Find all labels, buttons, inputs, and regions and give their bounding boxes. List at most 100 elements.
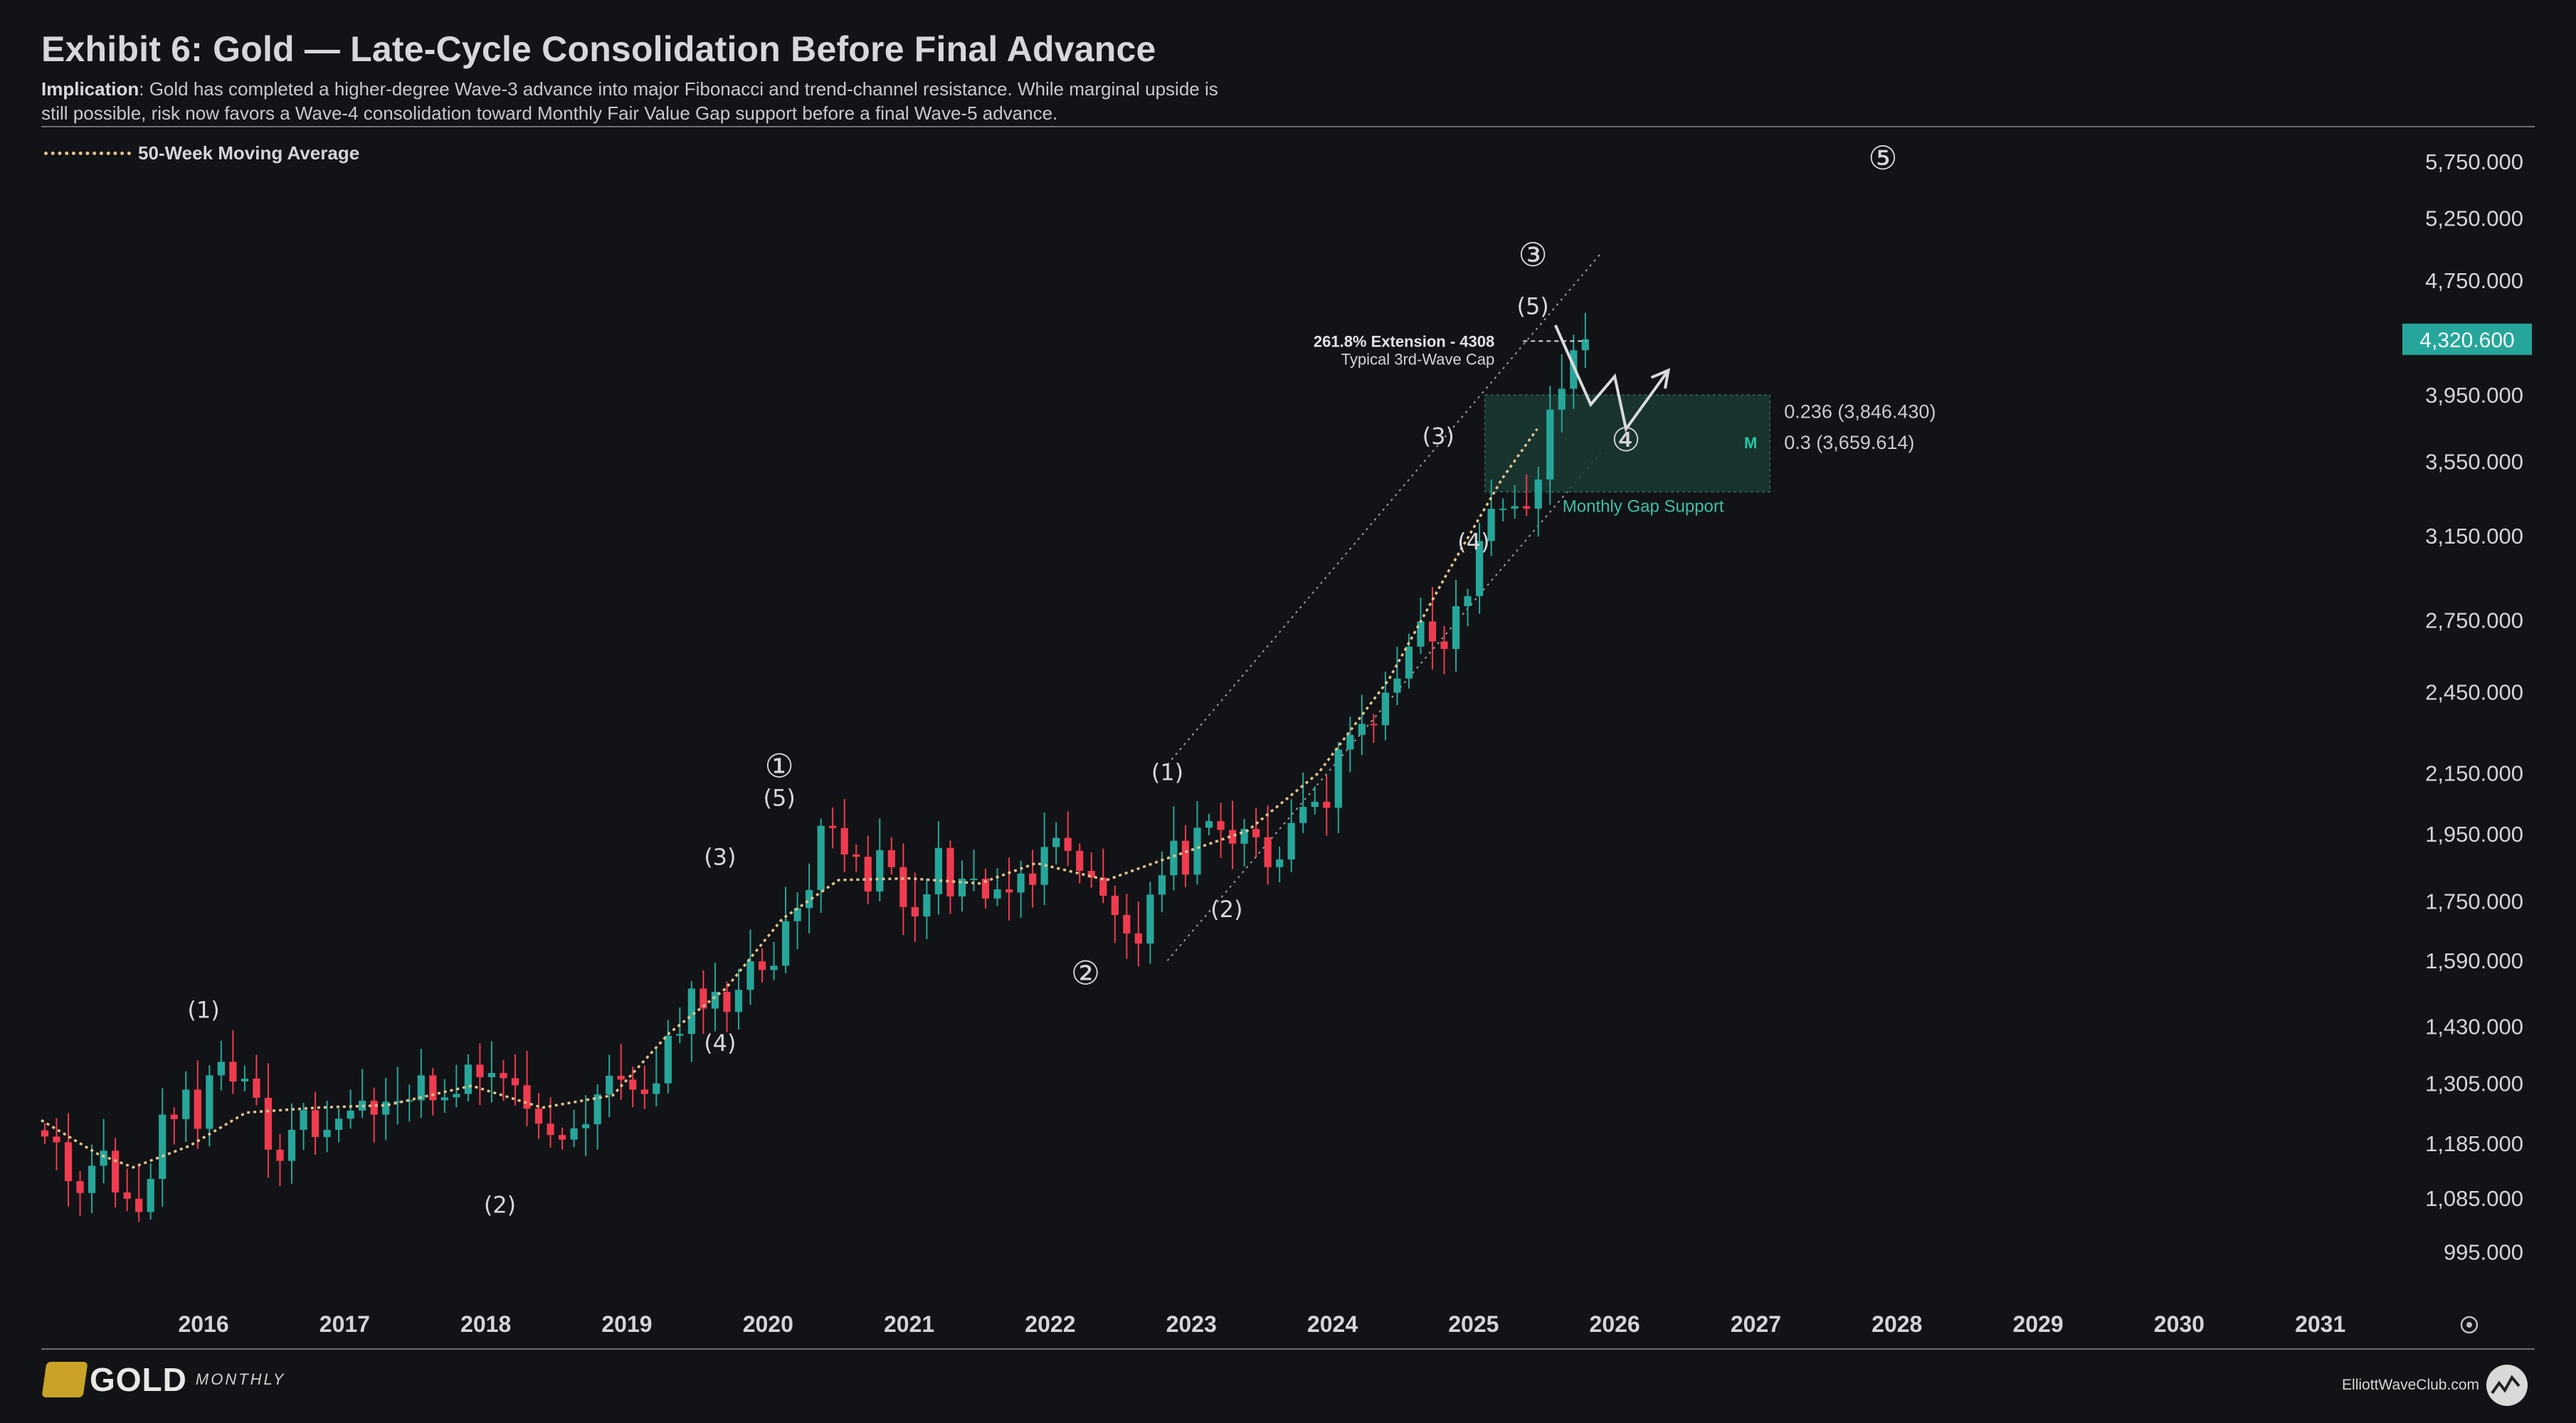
- fib-level-label: 0.236 (3,846.430): [1784, 401, 1936, 422]
- candle-body: [676, 1034, 684, 1036]
- candle-body: [41, 1130, 49, 1137]
- candle-body: [852, 854, 860, 857]
- x-tick-label: 2027: [1731, 1311, 1781, 1337]
- candle-body: [653, 1083, 660, 1094]
- candle-body: [100, 1150, 107, 1166]
- y-tick-label: 1,305.000: [2425, 1072, 2523, 1096]
- y-tick-label: 995.000: [2444, 1240, 2523, 1265]
- candle-body: [394, 1101, 401, 1103]
- candle-body: [770, 966, 778, 970]
- candle-body: [206, 1075, 213, 1129]
- y-tick-label: 1,950.000: [2425, 822, 2523, 847]
- candle-body: [194, 1089, 201, 1129]
- candle-body: [1452, 606, 1460, 650]
- x-tick-label: 2031: [2295, 1311, 2345, 1337]
- y-tick-label: 1,185.000: [2425, 1131, 2523, 1156]
- candle-body: [629, 1079, 637, 1090]
- legend: 50-Week Moving Average: [44, 142, 359, 164]
- candle-body: [382, 1101, 390, 1115]
- wave-label: ①: [765, 747, 794, 785]
- footer-brand: ElliottWaveClub.com: [2342, 1365, 2528, 1406]
- candle-body: [487, 1073, 496, 1077]
- candle-body: [300, 1110, 307, 1130]
- candle-body: [1158, 875, 1166, 895]
- candle-body: [746, 961, 754, 990]
- candle-body: [911, 906, 919, 917]
- wave-label: (4): [704, 1030, 736, 1057]
- wave-label: (1): [187, 997, 219, 1024]
- candle-body: [1358, 724, 1366, 735]
- candle-body: [534, 1109, 543, 1124]
- candle-body: [734, 990, 743, 1012]
- candle-body: [159, 1114, 167, 1179]
- candle-body: [511, 1078, 519, 1086]
- monthly-gap-zone: [1484, 394, 1771, 493]
- x-tick-label: 2021: [884, 1311, 934, 1337]
- x-tick-label: 2022: [1025, 1311, 1075, 1337]
- wave-label: (5): [763, 784, 795, 811]
- candle-body: [829, 825, 837, 828]
- candle-body: [570, 1128, 578, 1140]
- candle-body: [334, 1118, 343, 1130]
- candle-body: [840, 827, 848, 855]
- last-price-tag: [2402, 323, 2532, 355]
- candle-body: [606, 1076, 613, 1095]
- channel-upper-line: [1166, 253, 1602, 766]
- y-tick-label: 2,750.000: [2425, 608, 2523, 633]
- candle-body: [547, 1123, 554, 1136]
- candle-body: [1534, 479, 1542, 509]
- legend-ma-label: 50-Week Moving Average: [138, 142, 360, 164]
- candle-body: [1217, 821, 1225, 830]
- settings-icon: [2460, 1316, 2479, 1334]
- wave-label: (2): [484, 1191, 516, 1218]
- candle-body: [53, 1136, 60, 1143]
- candle-body: [500, 1073, 507, 1079]
- candle-body: [311, 1110, 320, 1138]
- candle-body: [1076, 850, 1084, 871]
- extension-label: 261.8% Extension - 4308: [1314, 332, 1494, 350]
- candle-body: [1417, 621, 1425, 647]
- candle-body: [453, 1094, 460, 1098]
- y-tick-label: 1,590.000: [2425, 948, 2523, 973]
- candle-body: [323, 1129, 331, 1138]
- candle-body: [1087, 870, 1095, 878]
- y-tick-label: 3,950.000: [2425, 383, 2523, 408]
- candle-body: [1064, 837, 1072, 851]
- wave-label: (1): [1151, 759, 1183, 786]
- candle-body: [723, 992, 731, 1012]
- candle-body: [1581, 339, 1589, 351]
- wave-label: (3): [704, 843, 736, 870]
- candle-body: [687, 988, 695, 1035]
- wave-label: (3): [1422, 423, 1455, 450]
- candle-body: [700, 988, 707, 1009]
- candle-body: [817, 825, 825, 891]
- gap-zone-marker: M: [1744, 434, 1757, 452]
- candle-body: [264, 1097, 273, 1150]
- settings-icon-center: [2466, 1322, 2472, 1328]
- candle-body: [1370, 724, 1378, 726]
- candle-body: [287, 1129, 296, 1161]
- candle-body: [1334, 749, 1342, 808]
- candle-body: [88, 1165, 96, 1193]
- wave-label: ③: [1518, 236, 1547, 274]
- y-tick-label: 2,450.000: [2425, 679, 2523, 704]
- implication-text: : Gold has completed a higher-degree Wav…: [41, 78, 1218, 124]
- header-divider: [41, 126, 2535, 127]
- candle-body: [64, 1142, 73, 1182]
- candle-body: [523, 1085, 531, 1109]
- candle-body: [793, 908, 801, 921]
- candle-body: [1181, 840, 1190, 875]
- y-tick-label: 1,750.000: [2425, 889, 2523, 914]
- candle-body: [899, 867, 907, 907]
- candle-body: [1428, 621, 1437, 642]
- y-tick-label: 3,150.000: [2425, 524, 2523, 549]
- candle-body: [1111, 895, 1119, 916]
- candle-body: [806, 890, 813, 909]
- legend-ma-swatch: [44, 152, 131, 155]
- candle-body: [147, 1178, 154, 1212]
- y-tick-label: 1,085.000: [2425, 1186, 2523, 1211]
- chart-subtitle: Implication: Gold has completed a higher…: [41, 77, 1237, 125]
- candle-body: [1393, 678, 1401, 693]
- candle-body: [429, 1075, 437, 1101]
